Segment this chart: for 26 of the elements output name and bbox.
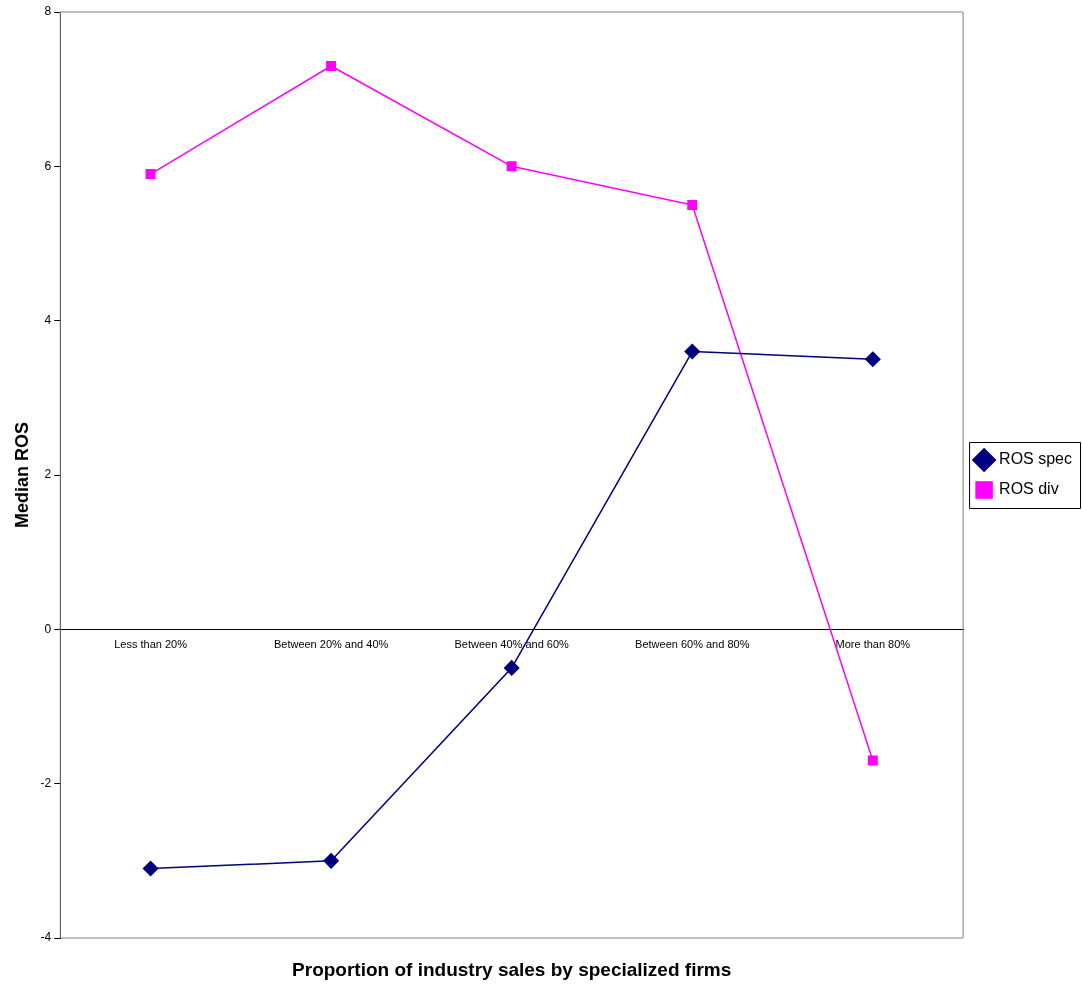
point: [142, 860, 159, 877]
x-tick-label: Less than 20%: [114, 637, 188, 650]
point: [867, 755, 878, 766]
legend-label: ROS div: [999, 480, 1059, 498]
point: [687, 199, 698, 210]
y-tick-label: 6: [44, 158, 52, 173]
point: [145, 169, 156, 180]
x-tick-label: More than 80%: [835, 637, 911, 650]
y-tick-label: 4: [44, 312, 52, 327]
x-tick-label: Between 40% and 60%: [454, 637, 570, 650]
point: [865, 351, 881, 367]
x-tick-label: Between 20% and 40%: [273, 637, 389, 650]
point: [503, 660, 520, 676]
y-tick-label: 0: [44, 621, 52, 636]
y-tick-label: 8: [44, 4, 52, 19]
legend-label: ROS spec: [999, 450, 1073, 468]
y-axis-title: Median ROS: [11, 421, 32, 529]
point: [684, 343, 700, 360]
point: [506, 161, 517, 172]
x-tick-label: Between 60% and 80%: [635, 637, 750, 650]
y-tick-label: -4: [40, 930, 52, 945]
y-tick-label: 2: [44, 467, 52, 482]
point: [323, 853, 339, 869]
y-tick-label: -2: [40, 775, 52, 790]
x-axis-title: Proportion of industry sales by specialized firms: [292, 958, 732, 980]
point: [326, 61, 337, 72]
